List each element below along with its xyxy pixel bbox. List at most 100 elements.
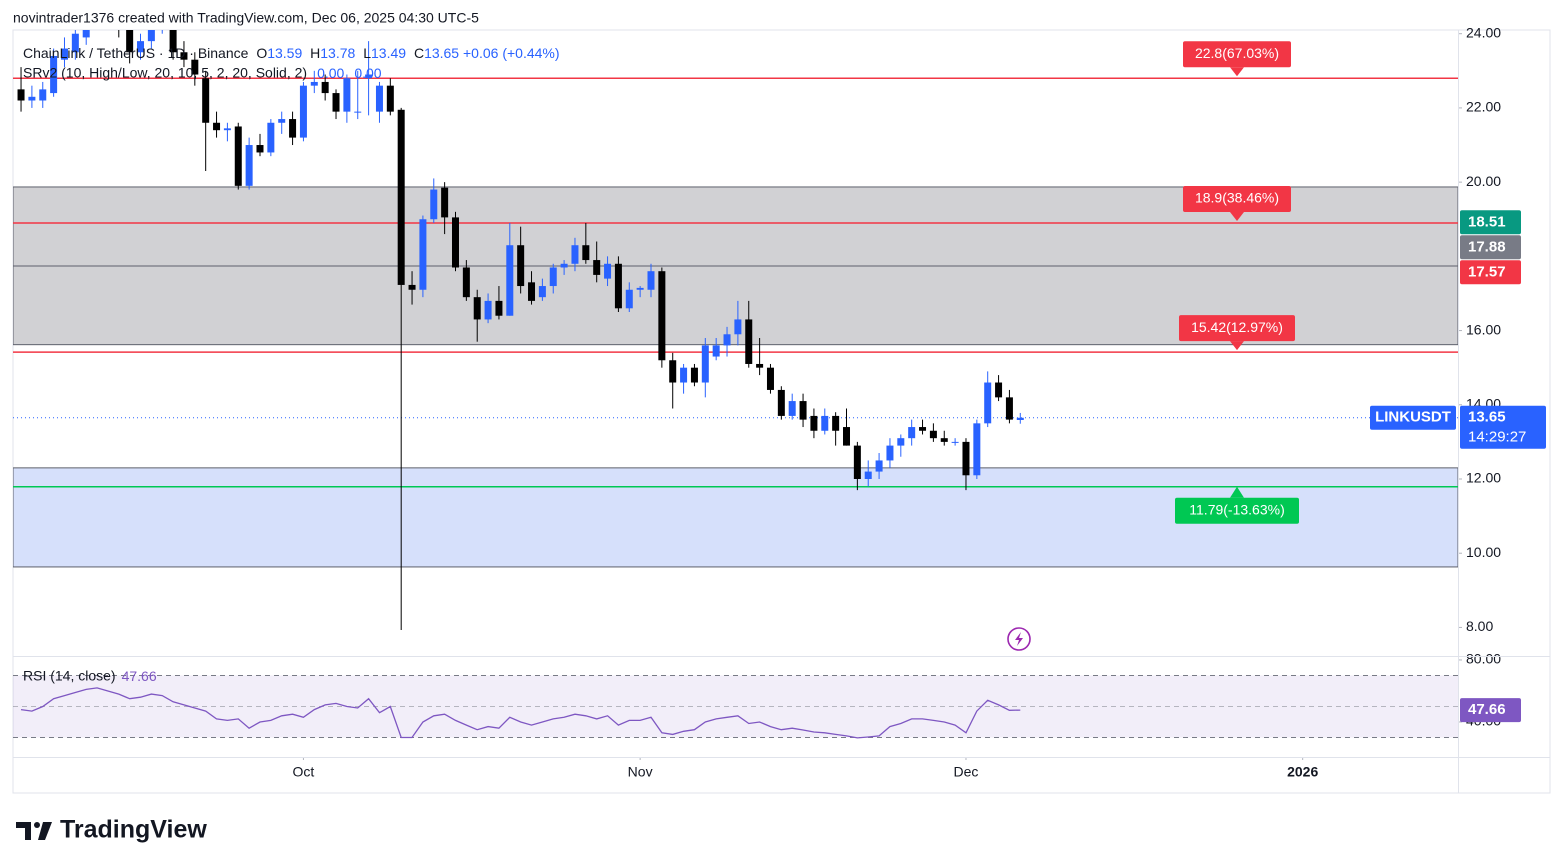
x-tick-label: Nov [628,764,653,780]
candle-body [213,122,221,131]
candle-body [712,345,720,357]
candle-body [343,78,351,112]
legend-key: L [363,45,371,61]
candle-body [375,85,383,112]
candle-body [441,187,449,218]
candle-body [386,85,394,112]
legend-key: C [414,45,424,61]
candle-body [234,126,242,186]
legend-value: 13.59 [267,45,302,61]
candle-body [549,267,557,287]
candle-body [397,109,405,285]
level-label-box [1179,315,1295,342]
rsi-value-box [1460,698,1521,723]
candle-body [1005,397,1013,420]
level-label-arrow [1230,211,1244,221]
symbol-label: LINKUSDT [1375,409,1451,426]
candle-body [289,119,297,138]
legend-value: 13.49 [371,45,406,61]
candle-body [875,460,883,472]
level-label: 15.42(12.97%) [1191,319,1283,335]
candle-body [169,30,177,53]
countdown-label: 14:29:27 [1468,429,1526,446]
candle-body [191,59,199,75]
price-label: 17.57 [1468,263,1506,280]
y-tick-label: 24.00 [1466,24,1501,40]
candle-body [897,438,905,446]
candle-body [202,78,210,123]
candle-body [408,284,416,290]
rsi-pane [13,674,1458,739]
rsi-legend-value: 47.66 [122,668,157,684]
candle-body [723,334,731,346]
credit: novintrader1376 created with TradingView… [13,10,479,26]
candle-body [245,145,253,186]
indicator-legend: SRv2 (10, High/Low, 20, 10, 5, 2, 20, So… [23,65,382,81]
x-tick-label: Dec [954,764,979,780]
rsi-value-label: 47.66 [1468,701,1506,718]
symbol-box [1370,405,1456,430]
price-label-box [1460,210,1521,235]
y-tick-label: 10.00 [1466,544,1501,560]
candle-body [528,282,536,301]
logo-mark [16,822,52,840]
candle-body [973,423,981,476]
candle-body [267,122,275,153]
rsi-legend: RSI (14, close) 47.66 [23,668,157,684]
legend-symbol: ChainLink / TetherUS · 1D · Binance [23,45,249,61]
candle-body [571,245,579,264]
candle-body [680,367,688,383]
candle-body [832,415,840,431]
legend: ChainLink / TetherUS · 1D · Binance O13.… [23,45,560,61]
candle-body [560,263,568,268]
level-label-arrow [1230,486,1244,498]
last-price-box [1460,405,1546,449]
legend-value: 13.65 [424,45,459,61]
candle-body [647,271,655,290]
candle-body [919,427,927,431]
candle-body [278,119,286,123]
candle-body [462,267,470,298]
candle-body [71,33,79,53]
overlay: 8.0010.0012.0014.0016.0020.0022.0024.00O… [23,24,1546,780]
candle-body [886,445,894,461]
price-label-box [1460,235,1521,260]
price-label: 18.51 [1468,213,1506,230]
candle-body [223,128,231,131]
candle-body [60,48,68,60]
candle-body [766,367,774,390]
candle-body [908,427,916,439]
price-pane [13,30,1458,631]
candle-body [321,81,329,94]
rsi-y-tick-label: 80.00 [1466,651,1501,667]
candle-body [995,382,1003,398]
legend-key: H [310,45,320,61]
candle-body [604,263,612,279]
indicator-value: 0.00 [317,65,344,81]
candle-body [419,219,427,290]
candle-body [1016,417,1024,420]
candle-body [147,30,155,42]
candle-body [28,96,36,101]
candle-body [82,30,90,38]
candle-body [299,85,307,138]
candle-body [332,93,340,112]
candle-body [962,441,970,476]
candle-body [484,300,492,320]
candle-body [799,401,807,420]
candle-body [473,297,481,320]
candle-body [929,430,937,439]
level-label-box [1183,41,1291,68]
candle-body [17,89,25,101]
candle-body [451,217,459,268]
level-label-box [1183,185,1291,212]
candle-body [495,300,503,316]
candle-body [843,427,851,446]
candle-body [810,415,818,431]
y-tick-label: 12.00 [1466,470,1501,486]
candle-body [39,89,47,101]
candle-body [756,363,764,368]
candle-body [864,471,872,479]
candle-body [669,360,677,383]
candle-body [940,438,948,442]
